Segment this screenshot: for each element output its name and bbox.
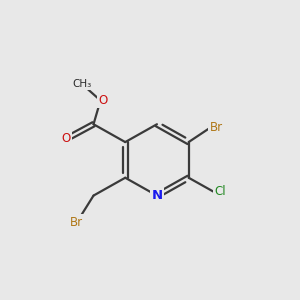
Text: Br: Br [210,121,223,134]
Text: Cl: Cl [214,185,226,198]
Text: O: O [99,94,108,107]
Text: Br: Br [70,216,83,229]
Text: N: N [152,189,163,202]
Text: O: O [61,132,70,145]
Text: CH₃: CH₃ [72,79,91,88]
